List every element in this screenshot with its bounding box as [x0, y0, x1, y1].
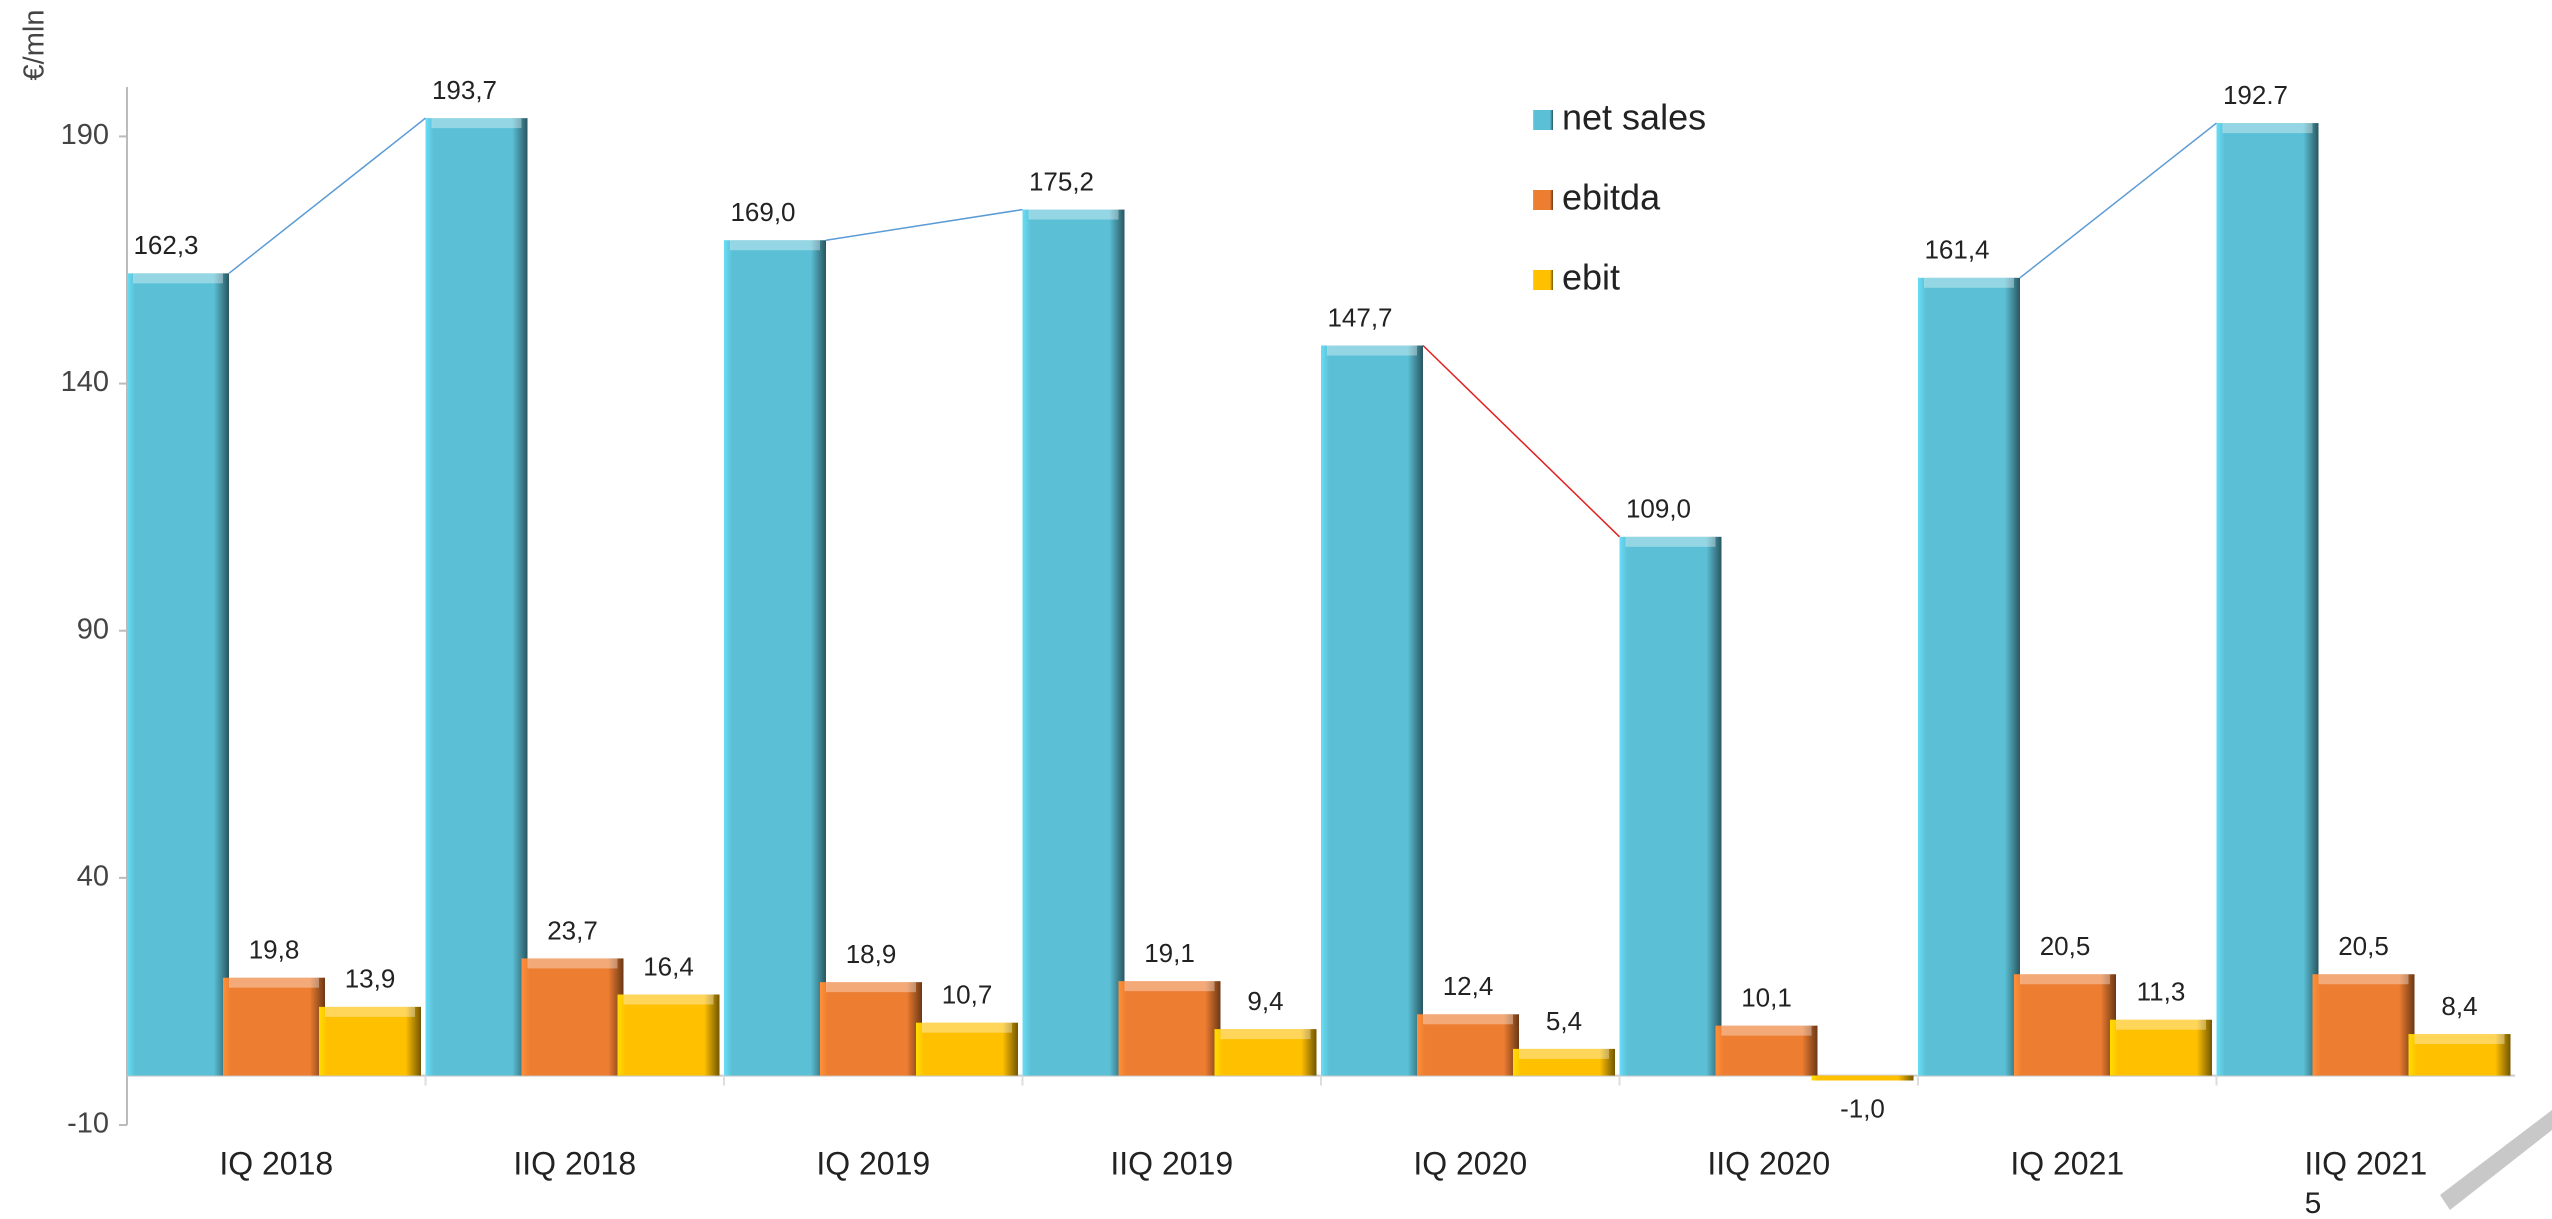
- bar: [127, 273, 229, 1076]
- value-label: 19,8: [249, 935, 300, 965]
- bar-highlight: [1625, 536, 1716, 547]
- bar: [1619, 536, 1722, 1076]
- page-number: 5: [2305, 1187, 2322, 1219]
- bar: [1918, 277, 2020, 1076]
- bar: [1214, 1029, 1317, 1076]
- value-label: 16,4: [643, 951, 694, 981]
- bar-highlight: [623, 994, 714, 1005]
- bar: [1417, 1014, 1519, 1076]
- bar: [1715, 1025, 1818, 1076]
- value-label: 109,0: [1626, 494, 1691, 524]
- value-label: 161,4: [1924, 235, 1989, 265]
- bar: [1022, 209, 1125, 1076]
- value-label: 19,1: [1144, 938, 1195, 968]
- bar: [2014, 974, 2116, 1076]
- bar: [2312, 974, 2415, 1076]
- value-label: 11,3: [2137, 977, 2186, 1007]
- bar-highlight: [1220, 1029, 1311, 1040]
- value-label: 175,2: [1029, 166, 1094, 196]
- value-label: 13,9: [345, 964, 396, 994]
- legend-swatch: [1533, 110, 1553, 130]
- x-tick-label: IQ 2019: [816, 1145, 930, 1181]
- value-label: 192.7: [2223, 80, 2288, 110]
- value-label: 193,7: [432, 75, 497, 105]
- bar-highlight: [922, 1022, 1012, 1033]
- y-tick-label: 40: [77, 861, 109, 893]
- x-tick-label: IIQ 2019: [1110, 1145, 1233, 1181]
- bar: [916, 1022, 1018, 1076]
- y-tick-label: 140: [61, 366, 109, 398]
- value-label: 20,5: [2338, 931, 2389, 961]
- x-tick-label: IIQ 2020: [1707, 1145, 1830, 1181]
- legend-label: net sales: [1562, 97, 1706, 138]
- connector: [2019, 122, 2217, 279]
- x-tick-label: IIQ 2018: [513, 1145, 636, 1181]
- bar: [2408, 1034, 2511, 1076]
- value-label: 8,4: [2441, 991, 2477, 1021]
- value-label: -1,0: [1840, 1093, 1885, 1123]
- bar: [1321, 345, 1423, 1076]
- bar-highlight: [1327, 345, 1417, 356]
- bar: [2110, 1019, 2212, 1076]
- x-tick-label: IQ 2020: [1413, 1145, 1527, 1181]
- value-label: 162,3: [133, 230, 198, 260]
- bar-highlight: [1924, 277, 2014, 288]
- value-label: 23,7: [547, 915, 598, 945]
- bar-highlight: [1519, 1048, 1609, 1059]
- bar-highlight: [1423, 1014, 1513, 1025]
- y-tick-label: -10: [67, 1108, 109, 1140]
- decoration: [2440, 1110, 2552, 1210]
- connector: [1422, 344, 1621, 538]
- legend-swatch: [1533, 190, 1553, 210]
- x-tick-label: IQ 2021: [2010, 1145, 2124, 1181]
- bar-highlight: [2222, 123, 2313, 134]
- bar-highlight: [2116, 1019, 2206, 1030]
- value-label: 10,1: [1741, 983, 1792, 1013]
- y-tick-label: 90: [77, 613, 109, 645]
- bar-highlight: [2020, 974, 2110, 985]
- bar: [820, 982, 922, 1076]
- bar-highlight: [1124, 981, 1215, 992]
- value-label: 5,4: [1546, 1006, 1582, 1036]
- bar: [319, 1006, 421, 1076]
- y-axis-label: €/mln: [19, 10, 51, 81]
- legend-label: ebitda: [1562, 177, 1661, 218]
- x-tick-label: IQ 2018: [219, 1145, 333, 1181]
- bar: [617, 994, 720, 1076]
- legend-label: ebit: [1562, 257, 1620, 298]
- value-label: 20,5: [2040, 931, 2091, 961]
- bar-highlight: [2414, 1034, 2505, 1045]
- bar: [1513, 1048, 1615, 1076]
- bar: [2216, 123, 2319, 1076]
- bar: [1118, 981, 1221, 1076]
- value-label: 169,0: [730, 197, 795, 227]
- bar: [223, 977, 325, 1076]
- bar-highlight: [325, 1006, 415, 1017]
- bar: [724, 240, 826, 1076]
- legend-swatch: [1533, 270, 1553, 290]
- bar-highlight: [431, 118, 522, 129]
- bar-highlight: [2318, 974, 2409, 985]
- bar-highlight: [229, 977, 319, 988]
- value-label: 9,4: [1247, 986, 1283, 1016]
- bar-highlight: [730, 240, 820, 251]
- value-label: 12,4: [1443, 971, 1494, 1001]
- x-tick-label: IIQ 2021: [2304, 1145, 2427, 1181]
- bar-highlight: [1721, 1025, 1812, 1036]
- bar-highlight: [527, 958, 618, 969]
- bar: [521, 958, 624, 1076]
- value-label: 18,9: [846, 939, 897, 969]
- bar-highlight: [1028, 209, 1119, 220]
- value-label: 10,7: [942, 980, 993, 1010]
- bar-highlight: [133, 273, 223, 284]
- connector: [228, 117, 426, 274]
- bar-highlight: [826, 982, 916, 993]
- bar: [1811, 1075, 1914, 1081]
- bar: [425, 118, 528, 1076]
- y-tick-label: 190: [61, 119, 109, 151]
- value-label: 147,7: [1327, 302, 1392, 332]
- connector: [825, 208, 1023, 241]
